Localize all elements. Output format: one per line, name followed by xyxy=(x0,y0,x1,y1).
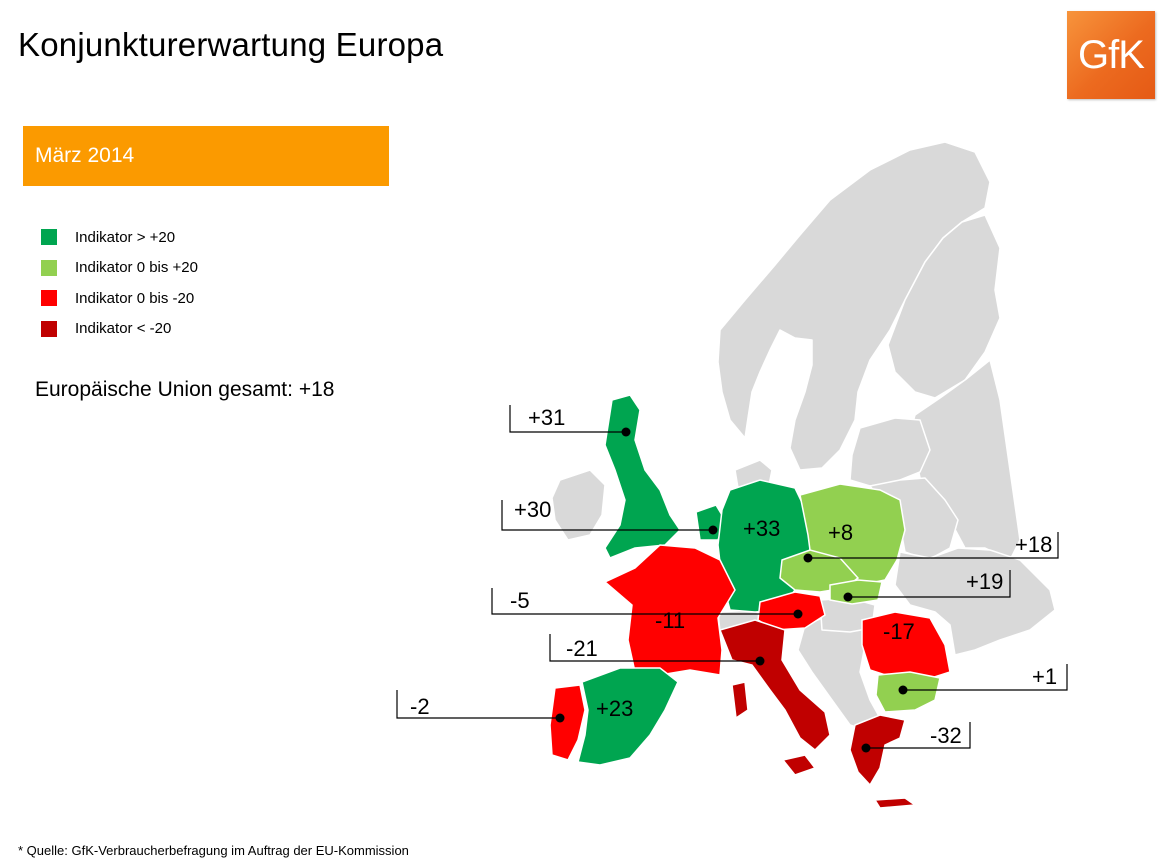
legend: Indikator > +20 Indikator 0 bis +20 Indi… xyxy=(41,222,198,344)
callout-line-italy xyxy=(549,634,760,662)
callout-line-netherlands xyxy=(501,500,713,531)
callout-line-greece xyxy=(866,722,971,749)
callout-dot-bulgaria xyxy=(898,685,908,695)
map-callouts xyxy=(396,405,1068,749)
map-spain xyxy=(577,667,679,766)
value-spain: +23 xyxy=(596,696,633,721)
callout-line-slovakia xyxy=(848,570,1011,598)
map-finland xyxy=(887,214,1001,399)
map-callout-dots xyxy=(555,427,908,753)
value-romania: -17 xyxy=(883,619,915,644)
legend-swatch-red xyxy=(41,290,57,307)
logo-text: GfK xyxy=(1078,32,1145,77)
callout-line-portugal xyxy=(396,690,560,719)
callout-line-austria xyxy=(491,588,798,615)
map-slovakia xyxy=(829,579,883,605)
map-other-countries xyxy=(551,141,1056,731)
map-ukraine xyxy=(894,547,1056,656)
value-czech: +18 xyxy=(1015,532,1052,557)
value-greece: -32 xyxy=(930,723,962,748)
map-baltics xyxy=(849,417,931,487)
legend-swatch-dark-green xyxy=(41,229,57,246)
gfk-logo: GfK xyxy=(1067,11,1155,99)
callout-dot-czech xyxy=(803,553,813,563)
legend-item-gt20: Indikator > +20 xyxy=(41,222,198,253)
legend-item-0-to-20: Indikator 0 bis +20 xyxy=(41,253,198,284)
legend-swatch-light-green xyxy=(41,259,57,276)
map-sardinia xyxy=(731,681,749,720)
map-crete xyxy=(873,797,918,809)
callout-line-czech xyxy=(808,532,1059,559)
legend-item-lt-minus20: Indikator < -20 xyxy=(41,314,198,345)
map-portugal xyxy=(549,684,586,761)
value-italy: -21 xyxy=(566,636,598,661)
callout-dot-netherlands xyxy=(708,525,718,535)
legend-label: Indikator 0 bis -20 xyxy=(75,289,195,307)
value-portugal: -2 xyxy=(410,694,430,719)
map-romania xyxy=(861,611,951,681)
callout-dot-uk xyxy=(621,427,631,437)
legend-swatch-dark-red xyxy=(41,320,57,337)
callout-dot-austria xyxy=(793,609,803,619)
map-scandinavia xyxy=(717,141,991,471)
callout-dot-italy xyxy=(755,656,765,666)
callout-line-uk xyxy=(509,405,626,433)
map-greece xyxy=(849,714,906,787)
value-poland: +8 xyxy=(828,520,853,545)
legend-label: Indikator 0 bis +20 xyxy=(75,259,198,277)
callout-dot-greece xyxy=(861,743,871,753)
map-italy xyxy=(718,619,831,752)
map-france xyxy=(603,544,736,676)
callout-dot-portugal xyxy=(555,713,565,723)
value-germany: +33 xyxy=(743,516,780,541)
page-title: Konjunkturerwartung Europa xyxy=(18,26,444,63)
eu-total: Europäische Union gesamt: +18 xyxy=(35,378,335,401)
map-sicily xyxy=(781,754,817,776)
date-banner: März 2014 xyxy=(23,126,389,186)
date-label: März 2014 xyxy=(35,144,135,167)
value-uk: +31 xyxy=(528,405,565,430)
value-austria: -5 xyxy=(510,588,530,613)
map-ireland xyxy=(551,469,606,541)
value-netherlands: +30 xyxy=(514,497,551,522)
callout-dot-slovakia xyxy=(843,592,853,602)
callout-line-bulgaria xyxy=(903,664,1068,691)
map-bulgaria xyxy=(875,671,941,713)
source-note: * Quelle: GfK-Verbraucherbefragung im Au… xyxy=(18,843,409,858)
value-france: -11 xyxy=(655,608,685,633)
value-slovakia: +19 xyxy=(966,569,1003,594)
map-uk xyxy=(604,394,681,559)
legend-label: Indikator > +20 xyxy=(75,228,176,246)
legend-label: Indikator < -20 xyxy=(75,320,172,338)
legend-item-0-to-minus20: Indikator 0 bis -20 xyxy=(41,283,198,314)
value-bulgaria: +1 xyxy=(1032,664,1057,689)
